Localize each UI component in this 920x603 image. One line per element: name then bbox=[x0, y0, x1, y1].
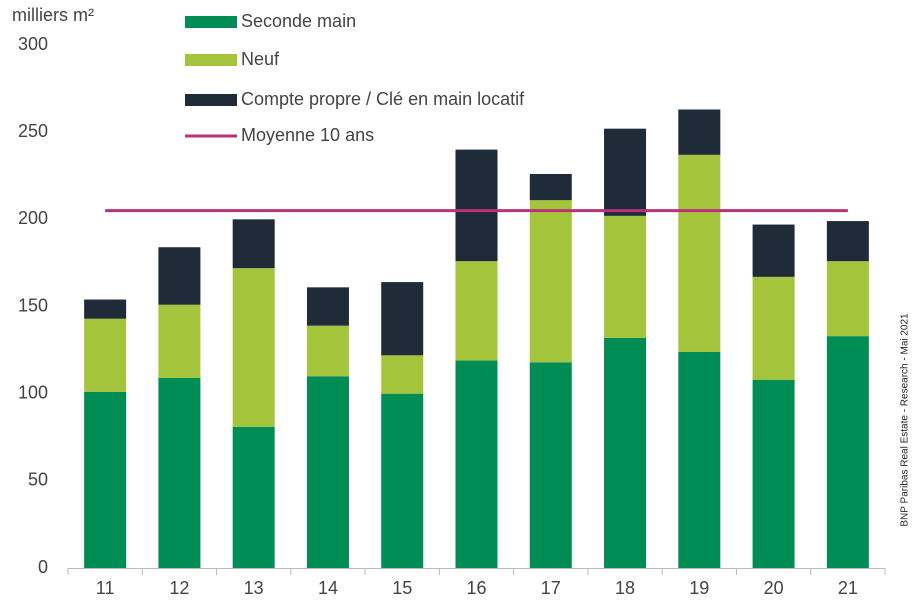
bar-segment bbox=[232, 219, 275, 269]
bar-segment bbox=[232, 268, 275, 427]
legend-swatch bbox=[185, 54, 237, 66]
bar-segment bbox=[455, 261, 498, 361]
y-tick-label: 50 bbox=[28, 470, 48, 490]
x-tick-label: 21 bbox=[838, 578, 858, 598]
y-tick-label: 250 bbox=[18, 121, 48, 141]
bar-segment bbox=[678, 351, 721, 568]
x-tick-label: 19 bbox=[689, 578, 709, 598]
bar-segment bbox=[84, 318, 127, 392]
bar-segment bbox=[158, 304, 201, 378]
bar-segment bbox=[381, 282, 424, 356]
bar-segment bbox=[158, 247, 201, 305]
y-tick-label: 0 bbox=[38, 557, 48, 577]
bar-segment bbox=[306, 325, 349, 377]
bar-segment bbox=[306, 376, 349, 568]
x-tick-label: 12 bbox=[169, 578, 189, 598]
legend-label: Seconde main bbox=[241, 11, 356, 31]
legend-swatch bbox=[185, 16, 237, 28]
y-tick-label: 300 bbox=[18, 34, 48, 54]
legend-label: Neuf bbox=[241, 49, 280, 69]
bar-segment bbox=[381, 393, 424, 568]
bar-segment bbox=[529, 362, 572, 568]
bar-segment bbox=[381, 355, 424, 394]
y-axis-label: milliers m² bbox=[12, 5, 94, 25]
bar-segment bbox=[678, 154, 721, 352]
x-tick-label: 20 bbox=[764, 578, 784, 598]
bar-segment bbox=[529, 174, 572, 201]
bar-segment bbox=[455, 360, 498, 568]
x-tick-label: 17 bbox=[541, 578, 561, 598]
bar-segment bbox=[604, 128, 647, 216]
y-tick-label: 100 bbox=[18, 382, 48, 402]
source: BNP Paribas Real Estate - Research - Mai… bbox=[900, 313, 911, 527]
x-tick-label: 14 bbox=[318, 578, 338, 598]
bar-segment bbox=[306, 287, 349, 326]
bar-segment bbox=[752, 379, 795, 568]
x-tick-label: 13 bbox=[244, 578, 264, 598]
bar-segment bbox=[826, 221, 869, 262]
bar-segment bbox=[84, 299, 127, 319]
bar-segment bbox=[455, 149, 498, 262]
bar-segment bbox=[158, 377, 201, 568]
legend-label: Compte propre / Clé en main locatif bbox=[241, 89, 525, 109]
legend-label: Moyenne 10 ans bbox=[241, 125, 374, 145]
legend-swatch bbox=[185, 94, 237, 106]
y-tick-label: 200 bbox=[18, 208, 48, 228]
bar-segment bbox=[678, 109, 721, 155]
bar-segment bbox=[529, 200, 572, 363]
bar-segment bbox=[752, 276, 795, 380]
bar-segment bbox=[232, 426, 275, 568]
bar-segment bbox=[604, 337, 647, 568]
x-tick-label: 11 bbox=[96, 578, 115, 598]
x-tick-label: 16 bbox=[466, 578, 486, 598]
bar-segment bbox=[826, 261, 869, 337]
bar-segment bbox=[84, 391, 127, 568]
bar-segment bbox=[604, 215, 647, 338]
y-tick-label: 150 bbox=[18, 295, 48, 315]
x-tick-label: 18 bbox=[615, 578, 635, 598]
x-tick-label: 15 bbox=[392, 578, 412, 598]
bar-segment bbox=[752, 224, 795, 277]
bar-segment bbox=[826, 336, 869, 568]
